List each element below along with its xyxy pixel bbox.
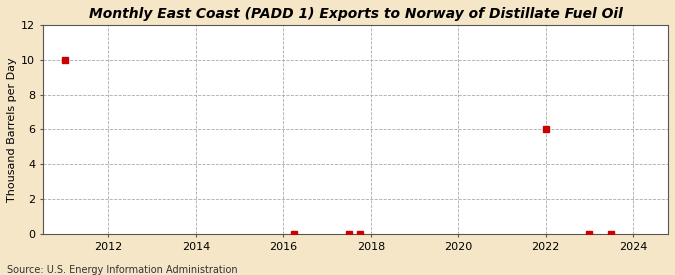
Text: Source: U.S. Energy Information Administration: Source: U.S. Energy Information Administ… (7, 265, 238, 275)
Y-axis label: Thousand Barrels per Day: Thousand Barrels per Day (7, 57, 17, 202)
Title: Monthly East Coast (PADD 1) Exports to Norway of Distillate Fuel Oil: Monthly East Coast (PADD 1) Exports to N… (88, 7, 622, 21)
